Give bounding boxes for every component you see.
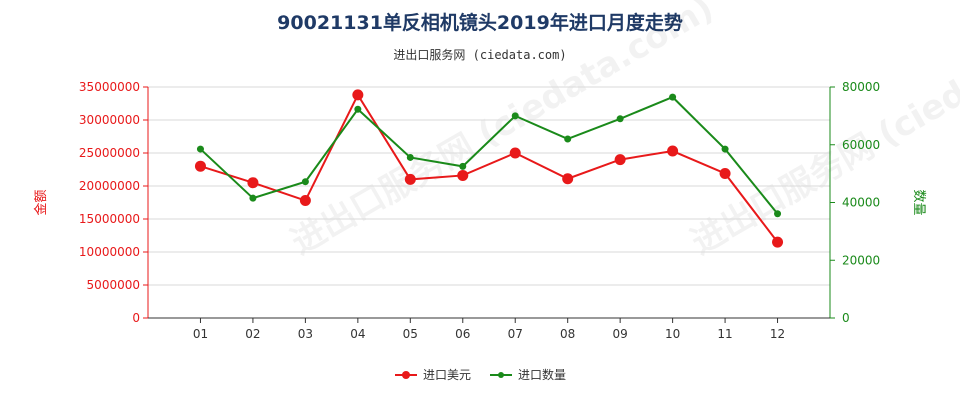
y-left-tick-label: 10000000 [79, 245, 140, 259]
y-left-tick-label: 0 [132, 311, 140, 325]
series-2-point [459, 162, 467, 170]
series-1-point [772, 236, 784, 248]
series-1-point [719, 167, 731, 179]
series-1-point [247, 177, 259, 189]
x-tick-label: 12 [770, 327, 785, 341]
x-tick-label: 06 [455, 327, 470, 341]
series-1-point [457, 169, 469, 181]
series-2-point [249, 194, 257, 202]
series-2-point [511, 112, 519, 120]
x-tick-label: 11 [717, 327, 732, 341]
series-1-point [562, 173, 574, 185]
watermark: 进出口服务网 (ciedata.com) [685, 0, 960, 263]
x-tick-label: 10 [665, 327, 680, 341]
series-2-point [564, 135, 572, 143]
series-2-point [196, 145, 204, 153]
series-2-point [354, 105, 362, 113]
series-line-1 [200, 92, 779, 243]
series-2-point [669, 93, 677, 101]
x-tick-label: 07 [508, 327, 523, 341]
series-1-point [404, 173, 416, 185]
chart-subtitle: 进出口服务网 (ciedata.com) [393, 48, 567, 62]
y-right-tick-label: 40000 [842, 196, 880, 210]
series-1-point [299, 195, 311, 207]
legend-swatch-marker [498, 372, 504, 378]
y-right-tick-label: 60000 [842, 138, 880, 152]
y-right-tick-label: 0 [842, 311, 850, 325]
x-tick-label: 01 [193, 327, 208, 341]
y-left-axis-title: 金额 [33, 189, 49, 215]
chart-title: 90021131单反相机镜头2019年进口月度走势 [277, 12, 683, 34]
y-right-axis-title: 数量 [911, 189, 926, 215]
x-tick-label: 04 [350, 327, 365, 341]
x-tick-label: 02 [245, 327, 260, 341]
legend-swatch-marker [402, 371, 410, 379]
x-tick-label: 09 [613, 327, 628, 341]
series-1-point [614, 154, 626, 166]
y-right-tick-label: 20000 [842, 253, 880, 267]
series-1-point [352, 89, 364, 101]
y-left-tick-label: 30000000 [79, 113, 140, 127]
series-line-2 [199, 95, 779, 215]
series-2-point [616, 115, 624, 123]
series-2-point [721, 145, 729, 153]
legend-label: 进口美元 [423, 368, 471, 382]
series-2-point [301, 178, 309, 186]
series-2-point [774, 210, 782, 218]
y-left-tick-label: 25000000 [79, 146, 140, 160]
y-left-tick-label: 5000000 [87, 278, 140, 292]
series-1-point [667, 145, 679, 157]
y-left-tick-label: 15000000 [79, 212, 140, 226]
x-tick-label: 05 [403, 327, 418, 341]
y-left-tick-label: 35000000 [79, 80, 140, 94]
x-tick-label: 03 [298, 327, 313, 341]
x-tick-label: 08 [560, 327, 575, 341]
y-left-tick-label: 20000000 [79, 179, 140, 193]
series-1-point [509, 147, 521, 159]
series-2-point [406, 153, 414, 161]
legend-label: 进口数量 [518, 367, 566, 382]
series-1-point [194, 160, 206, 172]
watermark: 进出口服务网 (ciedata.com) [285, 0, 721, 263]
y-right-tick-label: 80000 [842, 80, 880, 94]
